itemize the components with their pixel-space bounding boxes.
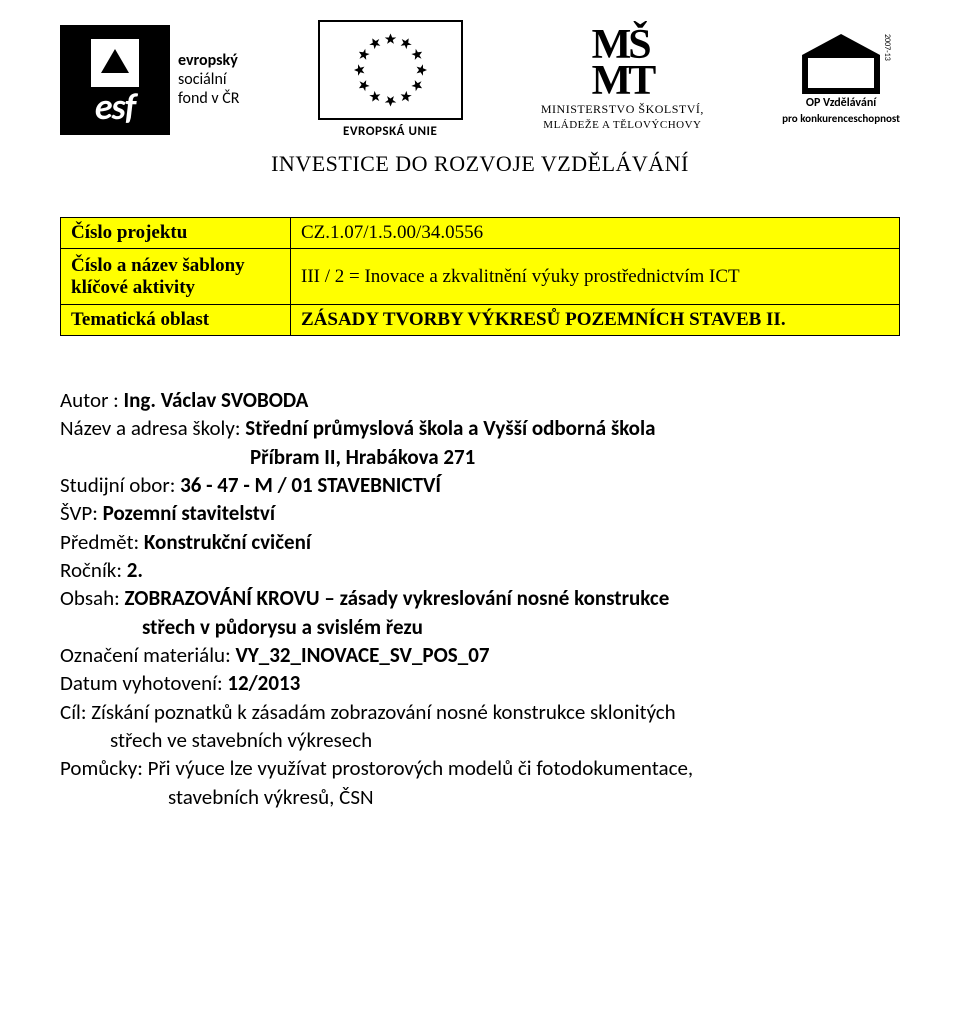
- opvk-year: 2007-13: [882, 34, 892, 61]
- pomucky-value1: Při výuce lze využívat prostorových mode…: [148, 755, 694, 781]
- line-datum: Datum vyhotovení: 12/2013: [60, 669, 900, 697]
- svp-value: Pozemní stavitelství: [103, 500, 275, 526]
- esf-line2: sociální: [178, 70, 239, 89]
- cell-value: CZ.1.07/1.5.00/34.0556: [291, 218, 900, 249]
- nazev-value: Střední průmyslová škola a Vyšší odborná…: [245, 415, 655, 441]
- line-pribram: Příbram II, Hrabákova 271: [60, 443, 900, 471]
- esf-badge-icon: esf: [60, 25, 170, 135]
- cell-value: III / 2 = Inovace a zkvalitnění výuky pr…: [291, 249, 900, 305]
- opvk-house-icon: [802, 34, 880, 94]
- esf-line3: fond v ČR: [178, 89, 239, 108]
- esf-logo-block: esf evropský sociální fond v ČR: [60, 25, 239, 135]
- obor-value: 36 - 47 - M / 01 STAVEBNICTVÍ: [180, 472, 441, 498]
- msmt-logo-text: MŠMT: [592, 28, 654, 99]
- line-obor: Studijní obor: 36 - 47 - M / 01 STAVEBNI…: [60, 471, 900, 499]
- cell-value: ZÁSADY TVORBY VÝKRESŮ POZEMNÍCH STAVEB I…: [291, 305, 900, 336]
- eu-logo-block: EVROPSKÁ UNIE: [318, 20, 463, 139]
- nazev-label: Název a adresa školy:: [60, 415, 245, 441]
- esf-abbr: esf: [95, 85, 135, 129]
- autor-label: Autor :: [60, 387, 124, 413]
- cell-label: Číslo projektu: [61, 218, 291, 249]
- line-autor: Autor : Ing. Václav SVOBODA: [60, 386, 900, 414]
- obsah-label: Obsah:: [60, 585, 125, 611]
- line-oznaceni: Označení materiálu: VY_32_INOVACE_SV_POS…: [60, 641, 900, 669]
- rocnik-label: Ročník:: [60, 557, 127, 583]
- line-nazev: Název a adresa školy: Střední průmyslová…: [60, 414, 900, 442]
- oznaceni-label: Označení materiálu:: [60, 642, 235, 668]
- cell-label: Číslo a název šablony klíčové aktivity: [61, 249, 291, 305]
- msmt-logo-block: MŠMT MINISTERSTVO ŠKOLSTVÍ, MLÁDEŽE A TĚ…: [541, 28, 704, 130]
- oznaceni-value: VY_32_INOVACE_SV_POS_07: [235, 642, 489, 668]
- line-obsah: Obsah: ZOBRAZOVÁNÍ KROVU – zásady vykres…: [60, 584, 900, 612]
- table-row: Tematická oblast ZÁSADY TVORBY VÝKRESŮ P…: [61, 305, 900, 336]
- rocnik-value: 2.: [127, 557, 143, 583]
- msmt-line1: MINISTERSTVO ŠKOLSTVÍ,: [541, 102, 704, 117]
- line-predmet: Předmět: Konstrukční cvičení: [60, 528, 900, 556]
- datum-value: 12/2013: [227, 670, 300, 696]
- esf-line1: evropský: [178, 51, 239, 70]
- pomucky-label: Pomůcky:: [60, 755, 148, 781]
- datum-label: Datum vyhotovení:: [60, 670, 227, 696]
- table-row: Číslo projektu CZ.1.07/1.5.00/34.0556: [61, 218, 900, 249]
- table-row: Číslo a název šablony klíčové aktivity I…: [61, 249, 900, 305]
- obsah-value1: ZOBRAZOVÁNÍ KROVU – zásady vykreslování …: [125, 585, 670, 611]
- opvk-logo-block: 2007-13 OP Vzdělávání pro konkurencescho…: [782, 34, 900, 125]
- autor-value: Ing. Václav SVOBODA: [124, 387, 309, 413]
- obor-label: Studijní obor:: [60, 472, 180, 498]
- cil-value1: Získání poznatků k zásadám zobrazování n…: [91, 699, 676, 725]
- msmt-line2: MLÁDEŽE A TĚLOVÝCHOVY: [543, 119, 701, 131]
- eu-label: EVROPSKÁ UNIE: [343, 124, 437, 139]
- funding-logo-strip: esf evropský sociální fond v ČR: [60, 20, 900, 139]
- predmet-label: Předmět:: [60, 529, 144, 555]
- eu-flag-icon: [318, 20, 463, 120]
- cell-label: Tematická oblast: [61, 305, 291, 336]
- document-body: Autor : Ing. Václav SVOBODA Název a adre…: [60, 386, 900, 811]
- cil-label: Cíl:: [60, 699, 91, 725]
- line-cil2: střech ve stavebních výkresech: [60, 726, 900, 754]
- predmet-value: Konstrukční cvičení: [144, 529, 311, 555]
- line-rocnik: Ročník: 2.: [60, 556, 900, 584]
- line-obsah2: střech v půdorysu a svislém řezu: [60, 613, 900, 641]
- line-pomucky2: stavebních výkresů, ČSN: [60, 783, 900, 811]
- svp-label: ŠVP:: [60, 500, 103, 526]
- header-tagline: INVESTICE DO ROZVOJE VZDĚLÁVÁNÍ: [60, 151, 900, 177]
- line-pomucky: Pomůcky: Při výuce lze využívat prostoro…: [60, 754, 900, 782]
- esf-text: evropský sociální fond v ČR: [178, 51, 239, 109]
- opvk-line2: pro konkurenceschopnost: [782, 112, 900, 125]
- line-cil: Cíl: Získání poznatků k zásadám zobrazov…: [60, 698, 900, 726]
- project-meta-table: Číslo projektu CZ.1.07/1.5.00/34.0556 Čí…: [60, 217, 900, 336]
- line-svp: ŠVP: Pozemní stavitelství: [60, 499, 900, 527]
- opvk-line1: OP Vzdělávání: [806, 96, 876, 110]
